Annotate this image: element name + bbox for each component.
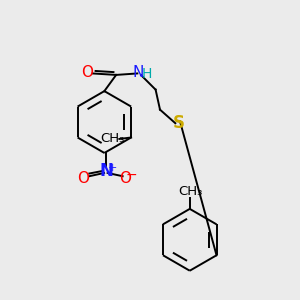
Text: CH₃: CH₃ <box>100 132 124 145</box>
Text: N: N <box>133 65 144 80</box>
Text: O: O <box>77 171 89 186</box>
Text: N: N <box>100 163 113 181</box>
Text: O: O <box>81 65 93 80</box>
Text: H: H <box>142 67 152 81</box>
Text: +: + <box>108 163 117 173</box>
Text: −: − <box>126 168 137 182</box>
Text: S: S <box>172 115 184 133</box>
Text: CH₃: CH₃ <box>178 185 203 198</box>
Text: O: O <box>119 171 131 186</box>
